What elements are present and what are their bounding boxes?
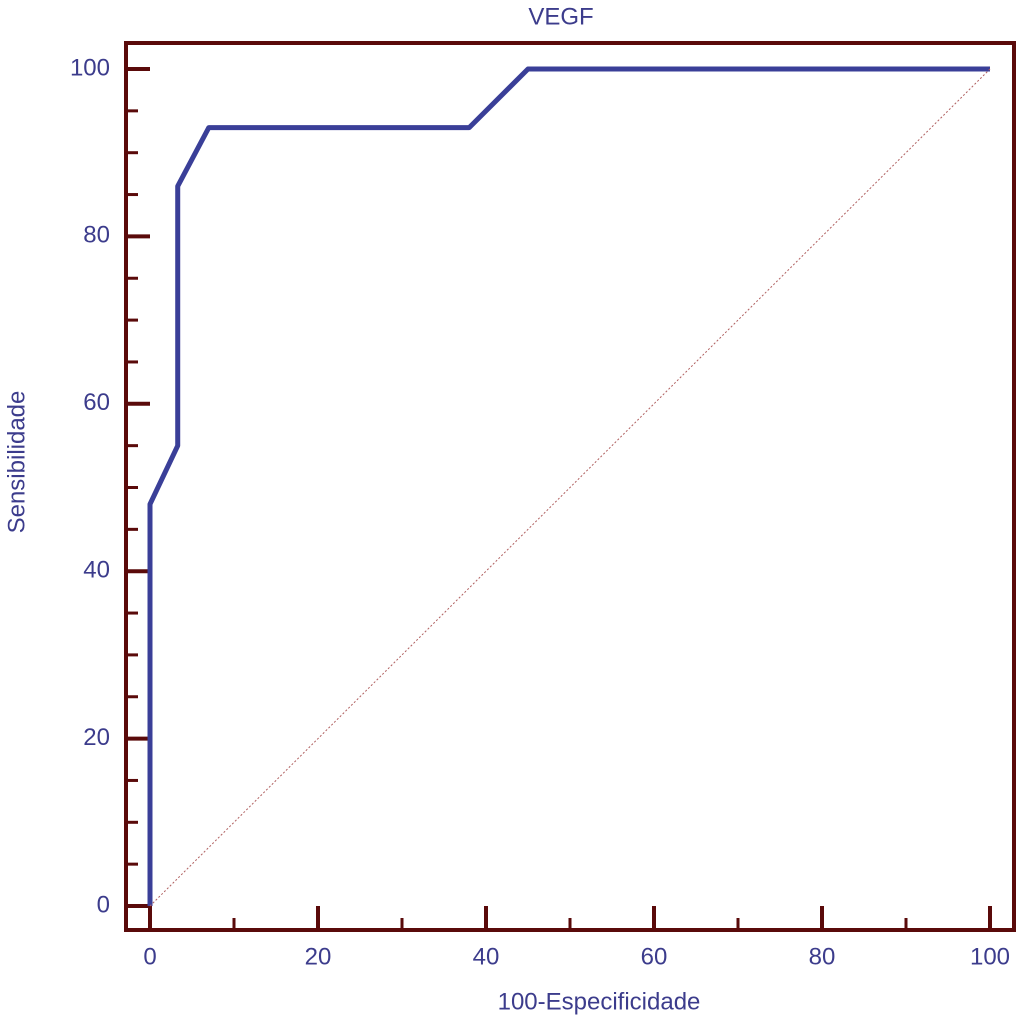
- y-tick-label: 40: [83, 557, 110, 584]
- y-tick-label: 60: [83, 389, 110, 416]
- plot-frame: [124, 41, 1016, 932]
- roc-curve: [147, 66, 990, 906]
- reference-line: [149, 68, 991, 907]
- y-axis-label: Sensibilidade: [3, 391, 30, 534]
- y-tick-label: 20: [83, 724, 110, 751]
- x-tick-label: 60: [641, 943, 668, 970]
- x-axis-label: 100-Especificidade: [498, 988, 701, 1015]
- y-tick-label: 0: [97, 891, 110, 918]
- y-tick-label: 100: [70, 54, 110, 81]
- x-tick-label: 40: [473, 943, 500, 970]
- y-tick-label: 80: [83, 222, 110, 249]
- x-tick-label: 20: [305, 943, 332, 970]
- x-tick-label: 80: [809, 943, 836, 970]
- x-tick-label: 0: [143, 943, 156, 970]
- chart-title: VEGF: [528, 3, 593, 30]
- x-tick-label: 100: [970, 943, 1010, 970]
